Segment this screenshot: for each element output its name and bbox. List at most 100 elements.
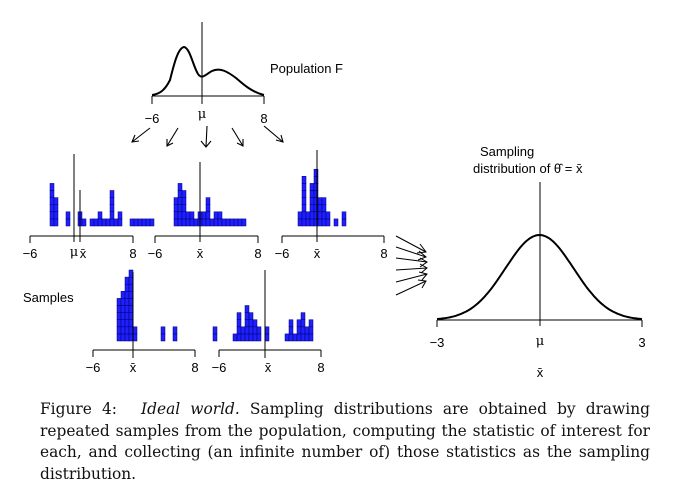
- histogram-bar: [128, 269, 134, 278]
- histogram-bar: [132, 333, 138, 342]
- histogram-bar: [177, 218, 183, 227]
- population-tick-right: 8: [260, 111, 267, 126]
- histogram-bar: [309, 190, 315, 198]
- histogram-bar: [177, 183, 183, 191]
- histogram-bar: [109, 204, 115, 213]
- histogram-bar: [49, 218, 55, 227]
- histogram-bar: [97, 211, 103, 220]
- histogram-bar: [81, 218, 87, 227]
- sampling-distribution-mu-label: μ: [536, 334, 544, 349]
- histogram-bar: [264, 326, 270, 335]
- sample-plot-4: −6 x̄ 8: [86, 269, 218, 375]
- histogram-bar: [317, 197, 323, 205]
- sample-plot-1: −6 μ x̄ 8: [23, 154, 155, 261]
- histogram-bar: [213, 211, 219, 220]
- sample-plot-5: −6 x̄ 8: [212, 270, 325, 375]
- histogram-bar: [321, 197, 327, 205]
- histogram-bar: [109, 197, 115, 205]
- histogram-bar: [308, 333, 314, 342]
- histogram-bar: [296, 319, 302, 328]
- sample-1-mean-label: x̄: [80, 246, 87, 261]
- histogram-bar: [49, 190, 55, 198]
- histogram-bar: [284, 333, 290, 342]
- histogram-bar: [120, 298, 126, 306]
- histogram-bar: [128, 298, 134, 306]
- histogram-bar: [232, 333, 238, 342]
- histogram-bar: [264, 333, 270, 342]
- histogram-bar: [229, 218, 235, 227]
- histogram-bar: [173, 211, 179, 220]
- histogram-bar: [65, 218, 71, 227]
- sample-5-tick-left: −6: [212, 360, 227, 375]
- sample-2-mean-label: x̄: [197, 246, 204, 261]
- histogram-bar: [177, 190, 183, 198]
- histogram-bar: [105, 218, 111, 227]
- histogram-bar: [300, 319, 306, 328]
- histogram-bar: [341, 218, 347, 227]
- histogram-bar: [252, 333, 258, 342]
- histogram-bar: [124, 333, 130, 342]
- histogram-bar: [244, 319, 250, 328]
- sample-4-mean-label: x̄: [130, 360, 137, 375]
- histogram-bar: [109, 218, 115, 227]
- histogram-bar: [193, 218, 199, 227]
- figure-caption: Figure 4: Ideal world. Sampling distribu…: [40, 399, 650, 485]
- histogram-bar: [244, 333, 250, 342]
- histogram-bar: [124, 291, 130, 299]
- histogram-bar: [172, 333, 178, 342]
- sample-5-histogram: [232, 305, 314, 342]
- histogram-bar: [248, 319, 254, 328]
- histogram-bar: [124, 312, 130, 320]
- histogram-bar: [116, 319, 122, 328]
- histogram-bar: [309, 204, 315, 213]
- histogram-bar: [313, 168, 319, 177]
- histogram-bar: [252, 319, 258, 328]
- histogram-bar: [185, 218, 191, 227]
- caption-text: Sampling distributions are obtained by d…: [40, 400, 650, 483]
- histogram-bar: [205, 197, 211, 205]
- sampling-distribution-plot: Sampling distribution of θ̂ = x̄ −3 μ 3 …: [430, 144, 646, 380]
- histogram-bar: [213, 218, 219, 227]
- histogram-bar: [173, 218, 179, 227]
- sampling-distribution-tick-right: 3: [638, 335, 645, 350]
- histogram-bar: [333, 218, 339, 227]
- histogram-bar: [236, 312, 242, 320]
- histogram-bar: [128, 312, 134, 320]
- histogram-bar: [212, 333, 218, 342]
- histogram-bar: [145, 218, 151, 227]
- histogram-bar: [317, 204, 323, 213]
- histogram-bar: [116, 305, 122, 313]
- sample-plot-3: −6 x̄ 8: [275, 150, 388, 261]
- histogram-bar: [237, 218, 243, 227]
- histogram-bar: [233, 218, 239, 227]
- sample-5-tick-right: 8: [317, 360, 324, 375]
- histogram-bar: [109, 190, 115, 198]
- histogram-bar: [141, 218, 147, 227]
- sampling-distribution-title-line1: Sampling: [480, 144, 534, 159]
- histogram-bar: [288, 319, 294, 328]
- histogram-bar: [301, 211, 307, 220]
- arrow-right: [395, 246, 427, 261]
- histogram-bar: [297, 211, 303, 220]
- histogram-bar: [132, 326, 138, 335]
- histogram-bar: [321, 211, 327, 220]
- histogram-bar: [49, 204, 55, 213]
- histogram-bar: [128, 333, 134, 342]
- sample-3-mean-label: x̄: [314, 246, 321, 261]
- histogram-bar: [120, 312, 126, 320]
- histogram-bar: [120, 291, 126, 299]
- histogram-bar: [341, 211, 347, 220]
- histogram-bar: [244, 312, 250, 320]
- histogram-bar: [240, 333, 246, 342]
- histogram-bar: [173, 204, 179, 213]
- histogram-bar: [325, 218, 331, 227]
- sample-1-tick-left: −6: [23, 246, 38, 261]
- histogram-bar: [116, 298, 122, 306]
- sample-3-tick-left: −6: [275, 246, 290, 261]
- histogram-bar: [309, 218, 315, 227]
- histogram-bar: [304, 333, 310, 342]
- caption-figure-number: Figure 4:: [40, 400, 117, 418]
- histogram-bar: [101, 218, 107, 227]
- histogram-bar: [53, 211, 59, 220]
- histogram-bar: [160, 333, 166, 342]
